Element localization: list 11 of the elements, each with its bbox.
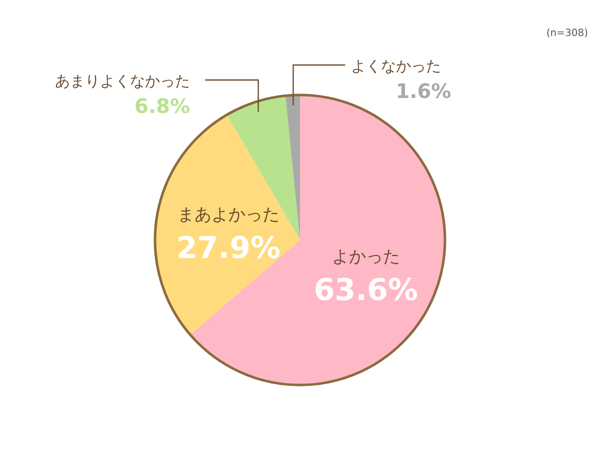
- slice-label: よくなかった: [351, 57, 442, 75]
- slice-label: まあよかった: [177, 205, 280, 226]
- pie-slice: [155, 114, 300, 335]
- pie-slice: [285, 95, 300, 240]
- slice-label: あまりよくなかった: [55, 72, 190, 90]
- data-label: 27.9%: [176, 231, 281, 266]
- data-label: 6.8%: [134, 94, 190, 118]
- data-label: 63.6%: [314, 273, 418, 308]
- data-label: 1.6%: [396, 79, 452, 103]
- slice-label: よかった: [332, 247, 400, 268]
- text: (n=308): [546, 28, 588, 39]
